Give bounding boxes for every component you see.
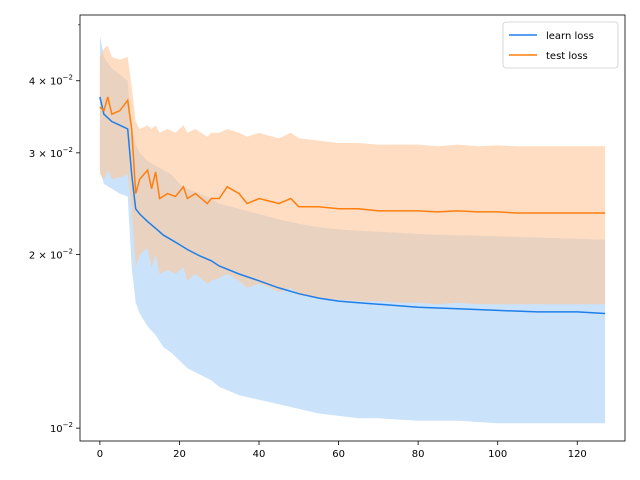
x-tick-label: 100 — [488, 449, 507, 460]
test-loss-band — [99, 45, 606, 305]
legend-label: test loss — [546, 51, 588, 62]
x-tick-label: 0 — [97, 449, 103, 460]
legend-box — [502, 21, 619, 69]
series-lines — [99, 96, 606, 315]
x-tick-label: 120 — [568, 449, 587, 460]
y-axis: 10−2 2 × 10−2 3 × 10−2 4 × 10−2 — [29, 24, 80, 435]
confidence-bands — [99, 35, 606, 424]
learn-loss-band — [99, 35, 606, 424]
y-tick-label: 2 × 10−2 — [29, 247, 73, 261]
test-loss-line — [99, 96, 606, 214]
learn-loss-line — [99, 96, 606, 315]
plot-frame — [79, 14, 626, 442]
x-tick-label: 20 — [173, 449, 186, 460]
x-tick-label: 40 — [253, 449, 266, 460]
legend-label: learn loss — [546, 31, 594, 42]
y-tick-label: 4 × 10−2 — [29, 74, 73, 88]
x-tick-label: 80 — [412, 449, 425, 460]
y-tick-label: 3 × 10−2 — [29, 146, 73, 160]
legend: learn loss test loss — [502, 21, 619, 69]
x-axis: 0 20 40 60 80 100 120 — [97, 441, 587, 460]
y-tick-label: 10−2 — [50, 421, 73, 435]
x-tick-label: 60 — [332, 449, 345, 460]
